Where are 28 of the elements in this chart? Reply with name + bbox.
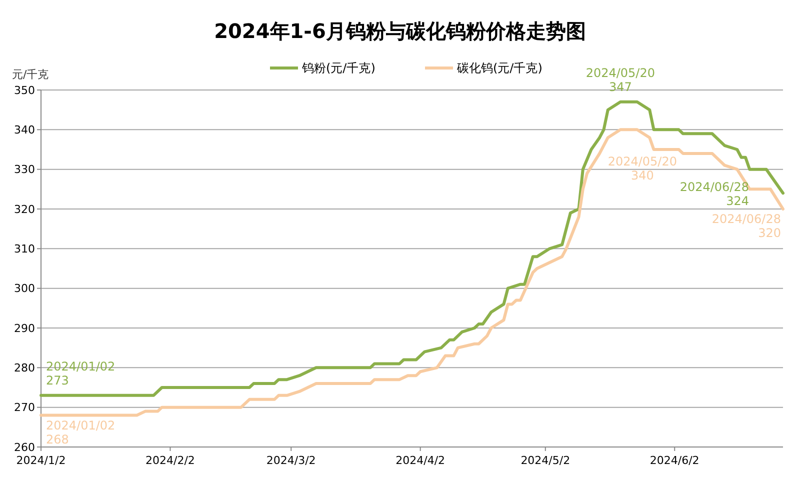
line-series — [40, 128, 784, 417]
x-tick-label: 2024/4/2 — [396, 454, 446, 467]
x-tick-label: 2024/2/2 — [146, 454, 195, 467]
y-tick-label: 290 — [14, 322, 35, 335]
y-tick-label: 270 — [14, 401, 35, 414]
x-tick-label: 2024/5/2 — [520, 454, 570, 467]
y-tick-label: 340 — [14, 124, 35, 137]
annotation: 2024/05/20 340 — [608, 154, 678, 183]
line-series — [40, 100, 784, 397]
annotation: 2024/01/02 273 — [46, 359, 116, 388]
annotation: 2024/01/02 268 — [46, 418, 116, 446]
annotation: 2024/06/28 320 — [712, 212, 781, 240]
x-tick-label: 2024/1/2 — [16, 454, 66, 467]
y-tick-label: 300 — [14, 282, 35, 296]
y-tick-label: 310 — [14, 242, 35, 256]
legend-label: 碳化钨(元/千克) — [456, 61, 542, 76]
y-tick-label: 280 — [14, 362, 35, 375]
y-tick-label: 320 — [14, 202, 35, 216]
legend-label: 钨粉(元/千克) — [301, 61, 376, 76]
y-tick-label: 260 — [14, 440, 35, 454]
chart-title: 2024年1-6月钨粉与碳化钨粉价格走势图 — [214, 19, 586, 43]
y-tick-label: 330 — [14, 163, 35, 176]
y-axis-title: 元/千克 — [12, 68, 49, 81]
annotation: 2024/05/20 347 — [586, 66, 656, 94]
x-tick-label: 2024/3/2 — [266, 454, 316, 467]
y-tick-label: 350 — [14, 84, 35, 97]
x-tick-label: 2024/6/2 — [650, 454, 700, 467]
annotation: 2024/06/28 324 — [680, 180, 749, 208]
